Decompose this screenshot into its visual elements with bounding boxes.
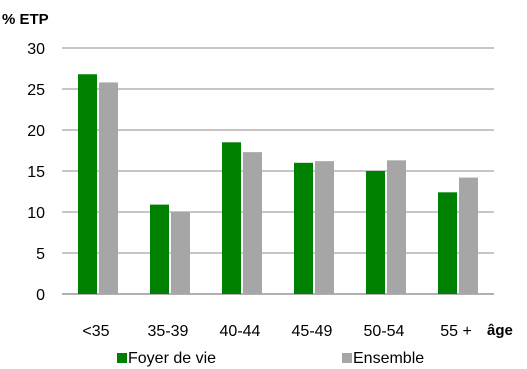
x-tick-label: 45-49: [292, 323, 333, 340]
y-axis-title: % ETP: [2, 11, 49, 28]
x-tick-label: 35-39: [148, 323, 189, 340]
legend-swatch: [342, 353, 352, 363]
gridlines: [62, 47, 494, 295]
legend-item: Foyer de vie: [117, 350, 216, 367]
legend-item: Ensemble: [342, 350, 424, 367]
bar-ensemble: [459, 177, 478, 294]
bars: [78, 74, 478, 295]
y-tick-label: 5: [36, 246, 45, 263]
legend-label: Ensemble: [353, 350, 424, 367]
y-tick-label: 30: [27, 41, 45, 58]
x-tick-label: 55 +: [440, 323, 472, 340]
bar-ensemble: [315, 161, 334, 294]
bar-ensemble: [99, 82, 118, 294]
bar-ensemble: [387, 160, 406, 294]
y-axis-ticks: 0 5 10 15 20 25 30: [27, 41, 45, 304]
bar-foyer-de-vie: [78, 74, 97, 295]
x-tick-label: 40-44: [220, 323, 261, 340]
y-tick-label: 10: [27, 205, 45, 222]
legend: Foyer de vie Ensemble: [117, 350, 424, 367]
bar-ensemble: [243, 152, 262, 294]
y-tick-label: 25: [27, 82, 45, 99]
y-tick-label: 0: [36, 287, 45, 304]
y-tick-label: 20: [27, 123, 45, 140]
legend-label: Foyer de vie: [128, 350, 216, 367]
x-axis-ticks: <35 35-39 40-44 45-49 50-54 55 +: [82, 323, 471, 340]
bar-foyer-de-vie: [294, 162, 313, 294]
bar-foyer-de-vie: [150, 204, 169, 294]
bar-ensemble: [171, 212, 190, 294]
legend-swatch: [117, 353, 127, 363]
bar-foyer-de-vie: [438, 192, 457, 294]
bar-foyer-de-vie: [222, 142, 241, 294]
x-axis-title: âge: [487, 322, 513, 339]
bar-foyer-de-vie: [366, 171, 385, 294]
y-tick-label: 15: [27, 164, 45, 181]
x-tick-label: 50-54: [364, 323, 405, 340]
x-tick-label: <35: [82, 323, 109, 340]
